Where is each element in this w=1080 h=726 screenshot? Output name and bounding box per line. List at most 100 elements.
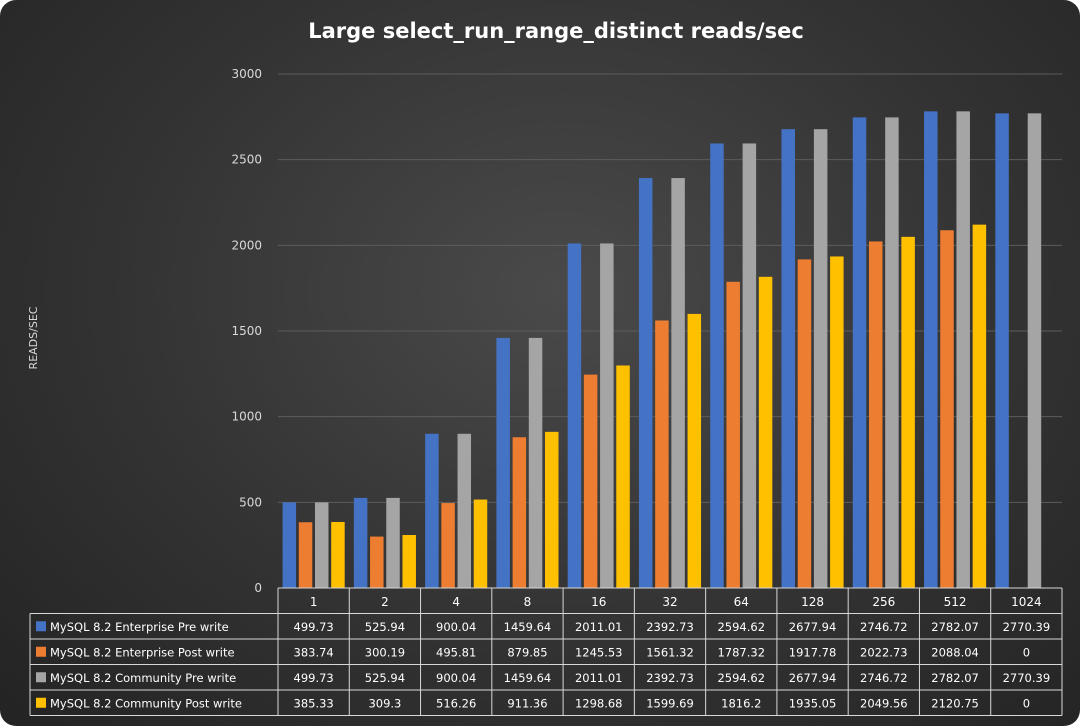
data-label: 499.73 [294,671,334,685]
bar [830,256,844,588]
y-tick-label: 3000 [231,67,262,81]
data-label: 2392.73 [646,620,694,634]
bar [758,276,773,588]
data-label: 1787.32 [717,645,765,659]
data-label: 2746.72 [860,620,908,634]
data-label: 900.04 [436,671,476,685]
bar [813,129,828,588]
x-tick-label: 32 [662,595,677,609]
y-tick-label: 2500 [231,153,262,167]
legend-entry: MySQL 8.2 Enterprise Post write [50,645,235,659]
data-label: 300.19 [365,645,405,659]
data-label: 1561.32 [646,645,694,659]
data-label: 2392.73 [646,671,694,685]
data-label: 385.33 [294,696,334,710]
gridlines [278,73,1062,589]
x-tick-label: 4 [452,595,460,609]
data-label: 2088.04 [931,645,979,659]
data-label: 0 [1023,696,1030,710]
bar [331,521,345,588]
bar [457,433,472,588]
data-label: 2746.72 [860,671,908,685]
x-tick-label: 512 [944,595,967,609]
bar [924,111,938,588]
bar [298,522,313,588]
bar [638,178,653,588]
data-label: 1298.68 [575,696,623,710]
bar [600,243,614,588]
bar [797,259,812,588]
data-label: 2011.01 [575,671,623,685]
data-label: 525.94 [365,620,405,634]
bar [314,502,329,588]
bar [885,117,899,588]
bar [402,535,416,588]
data-label: 2594.62 [717,671,765,685]
bar [710,143,724,588]
data-label: 2011.01 [575,620,623,634]
data-label: 1459.64 [504,620,552,634]
data-label: 2677.94 [789,620,837,634]
data-label: 2770.39 [1003,671,1051,685]
data-label: 2594.62 [717,620,765,634]
bar [671,178,685,588]
legend-swatch [36,697,46,708]
data-label: 1459.64 [504,671,552,685]
y-tick-label: 500 [239,495,262,509]
data-label: 1816.2 [721,696,761,710]
x-tick-label: 1024 [1011,595,1042,609]
bar [655,320,669,588]
data-label: 2770.39 [1003,620,1051,634]
data-label: 879.85 [507,645,547,659]
data-label: 499.73 [294,620,334,634]
data-label: 525.94 [365,671,405,685]
bar [583,374,598,588]
bar [386,497,400,588]
y-tick-label: 1000 [231,410,262,424]
x-tick-label: 128 [801,595,824,609]
bar [441,503,455,588]
data-table: 1 2 4 8 16 32 64 128 256 512 1024 MySQL 8.2 Enterpr… [29,587,1063,716]
data-label: 309.3 [368,696,401,710]
bar [370,536,384,588]
bar [901,236,915,589]
bar [687,313,702,588]
y-tick-label: 1500 [231,324,262,338]
legend-entry: MySQL 8.2 Community Pre write [50,671,236,685]
y-tick-labels: 0 500 1000 1500 2000 2500 3000 [231,67,262,595]
bars [282,111,1042,589]
bar [353,497,368,588]
bar [742,143,757,588]
data-label: 0 [1023,645,1030,659]
data-label: 1245.53 [575,645,623,659]
legend-swatch [36,646,46,657]
bar [473,499,488,588]
bar [528,337,543,588]
data-label: 2677.94 [789,671,837,685]
legend-swatch [36,672,46,683]
data-label: 2782.07 [931,671,979,685]
data-label: 1599.69 [646,696,694,710]
bar [496,337,510,588]
bar [567,243,582,588]
bar [616,365,630,588]
bar [995,113,1009,588]
data-label: 911.36 [507,696,547,710]
bar [956,111,970,588]
data-label: 516.26 [436,696,476,710]
x-tick-label: 1 [310,595,318,609]
bar [1027,113,1042,588]
chart-title: Large select_run_range_distinct reads/se… [308,19,804,43]
bar [852,117,867,588]
data-label: 2782.07 [931,620,979,634]
x-tick-label: 16 [591,595,606,609]
data-label: 1935.05 [789,696,837,710]
y-axis-label: READS/SEC [27,306,40,369]
bar [282,502,297,588]
x-tick-label: 64 [734,595,749,609]
data-label: 2022.73 [860,645,908,659]
legend-entry: MySQL 8.2 Community Post write [50,696,242,710]
bar [425,433,439,588]
